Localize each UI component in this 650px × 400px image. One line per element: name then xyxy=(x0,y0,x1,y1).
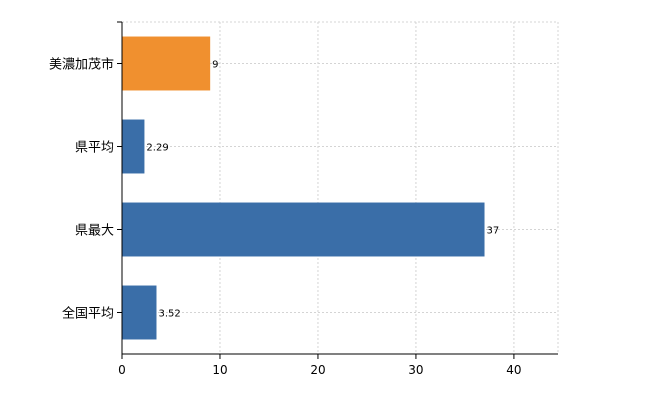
bar xyxy=(122,285,157,340)
x-tick-label: 40 xyxy=(506,363,521,377)
category-label: 県最大 xyxy=(75,224,114,239)
category-label: 美濃加茂市 xyxy=(49,57,114,73)
axes xyxy=(117,21,558,359)
data-label: 3.52 xyxy=(158,309,180,320)
bars xyxy=(122,36,485,340)
x-tick-label: 10 xyxy=(212,363,227,377)
bar xyxy=(122,202,485,257)
data-label: 9 xyxy=(212,60,218,71)
x-tick-label: 30 xyxy=(408,363,423,377)
category-label: 県平均 xyxy=(75,141,114,156)
labels: 0 10 20 30 40 美濃加茂市 9 県平均 2.29 県最大 37 全国平均 3.52 xyxy=(49,57,522,378)
x-tick-label: 20 xyxy=(310,363,325,377)
x-tick-label: 0 xyxy=(118,363,126,377)
bar xyxy=(122,36,211,91)
bar xyxy=(122,119,145,174)
data-label: 37 xyxy=(487,226,500,237)
data-label: 2.29 xyxy=(146,143,168,154)
category-label: 全国平均 xyxy=(62,306,114,322)
